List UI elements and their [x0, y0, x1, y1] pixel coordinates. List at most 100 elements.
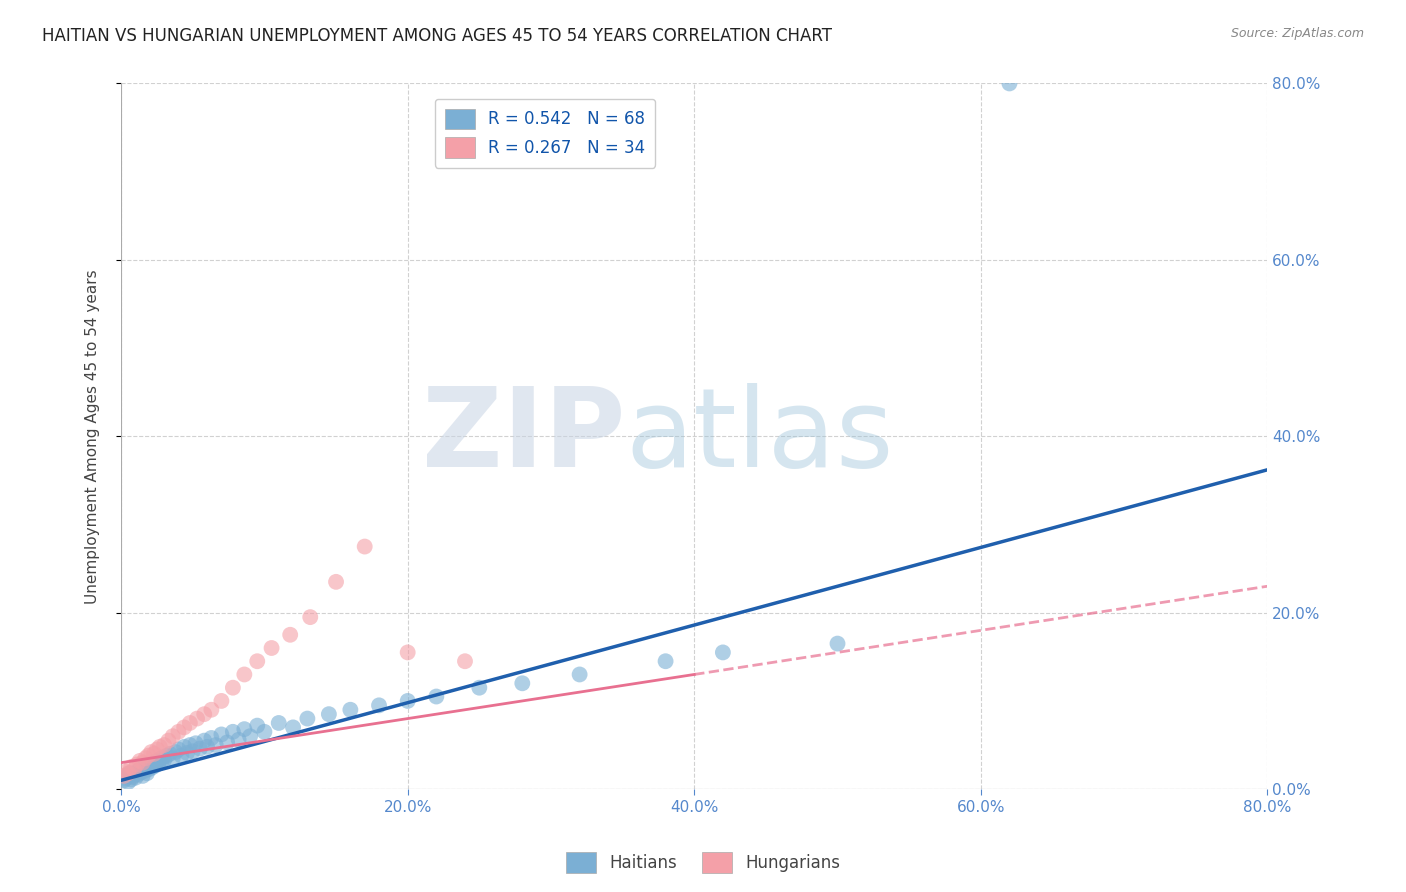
- Point: [115, 769, 138, 783]
- Point: [204, 738, 226, 752]
- Point: [217, 735, 239, 749]
- Point: [120, 760, 142, 774]
- Point: [260, 640, 283, 655]
- Point: [454, 654, 477, 668]
- Point: [179, 738, 201, 752]
- Point: [246, 654, 269, 668]
- Point: [142, 760, 165, 774]
- Point: [299, 610, 322, 624]
- Y-axis label: Unemployment Among Ages 45 to 54 years: Unemployment Among Ages 45 to 54 years: [86, 269, 100, 604]
- Point: [222, 724, 245, 739]
- Legend: R = 0.542   N = 68, R = 0.267   N = 34: R = 0.542 N = 68, R = 0.267 N = 34: [434, 99, 655, 168]
- Point: [711, 645, 734, 659]
- Point: [134, 751, 156, 765]
- Point: [510, 676, 533, 690]
- Point: [222, 681, 245, 695]
- Point: [149, 739, 172, 754]
- Point: [153, 753, 176, 767]
- Point: [179, 716, 201, 731]
- Point: [125, 757, 148, 772]
- Point: [339, 703, 361, 717]
- Point: [200, 703, 222, 717]
- Point: [173, 720, 195, 734]
- Point: [162, 751, 184, 765]
- Point: [146, 754, 169, 768]
- Point: [233, 722, 256, 736]
- Point: [135, 766, 157, 780]
- Point: [149, 752, 172, 766]
- Point: [396, 694, 419, 708]
- Point: [267, 716, 290, 731]
- Point: [297, 712, 319, 726]
- Point: [998, 77, 1021, 91]
- Point: [141, 757, 163, 772]
- Point: [131, 756, 153, 770]
- Text: Source: ZipAtlas.com: Source: ZipAtlas.com: [1230, 27, 1364, 40]
- Point: [112, 773, 135, 788]
- Point: [153, 738, 176, 752]
- Point: [148, 756, 170, 771]
- Point: [353, 540, 375, 554]
- Point: [114, 772, 136, 786]
- Point: [186, 712, 208, 726]
- Point: [165, 745, 187, 759]
- Point: [368, 698, 391, 713]
- Point: [162, 729, 184, 743]
- Point: [132, 761, 155, 775]
- Point: [145, 758, 167, 772]
- Point: [827, 637, 849, 651]
- Point: [139, 762, 162, 776]
- Point: [117, 766, 139, 780]
- Point: [246, 718, 269, 732]
- Point: [157, 733, 180, 747]
- Point: [112, 769, 135, 783]
- Point: [138, 748, 160, 763]
- Point: [193, 733, 215, 747]
- Point: [128, 763, 150, 777]
- Point: [228, 732, 250, 747]
- Point: [654, 654, 676, 668]
- Text: HAITIAN VS HUNGARIAN UNEMPLOYMENT AMONG AGES 45 TO 54 YEARS CORRELATION CHART: HAITIAN VS HUNGARIAN UNEMPLOYMENT AMONG …: [42, 27, 832, 45]
- Point: [143, 756, 166, 770]
- Point: [209, 727, 232, 741]
- Point: [193, 707, 215, 722]
- Point: [120, 772, 142, 787]
- Point: [156, 748, 179, 763]
- Point: [281, 720, 304, 734]
- Legend: Haitians, Hungarians: Haitians, Hungarians: [560, 846, 846, 880]
- Point: [114, 764, 136, 779]
- Point: [122, 763, 145, 777]
- Point: [233, 667, 256, 681]
- Point: [173, 739, 195, 754]
- Point: [239, 729, 262, 743]
- Point: [325, 574, 347, 589]
- Point: [209, 694, 232, 708]
- Point: [176, 746, 198, 760]
- Point: [200, 731, 222, 745]
- Point: [184, 736, 207, 750]
- Point: [143, 747, 166, 761]
- Point: [128, 754, 150, 768]
- Point: [181, 744, 204, 758]
- Point: [425, 690, 447, 704]
- Point: [150, 755, 173, 769]
- Point: [167, 724, 190, 739]
- Point: [131, 769, 153, 783]
- Point: [195, 739, 218, 754]
- Point: [127, 767, 149, 781]
- Point: [146, 742, 169, 756]
- Point: [118, 766, 141, 780]
- Point: [188, 741, 211, 756]
- Point: [138, 759, 160, 773]
- Point: [568, 667, 591, 681]
- Point: [170, 748, 193, 763]
- Text: atlas: atlas: [626, 383, 894, 490]
- Point: [134, 764, 156, 778]
- Point: [121, 770, 143, 784]
- Point: [468, 681, 491, 695]
- Point: [159, 747, 181, 761]
- Point: [117, 775, 139, 789]
- Point: [122, 768, 145, 782]
- Point: [318, 707, 340, 722]
- Point: [124, 771, 146, 785]
